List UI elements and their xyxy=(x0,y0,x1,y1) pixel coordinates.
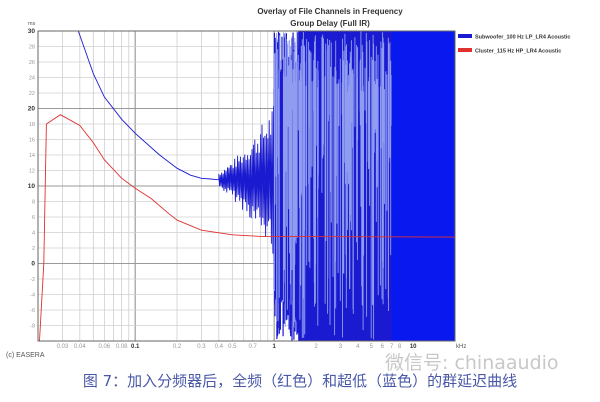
y-tick-label: 26 xyxy=(29,60,35,66)
x-tick-label: 0.08 xyxy=(116,344,128,350)
y-tick-label: 22 xyxy=(29,91,35,97)
plot-border xyxy=(37,30,456,342)
legend-label: Cluster_115 Hz HP_LR4 Acoustic xyxy=(475,49,561,55)
series-noise-highlights xyxy=(273,31,392,340)
x-tick-label: 8 xyxy=(398,344,402,350)
series-line-subwoofer xyxy=(77,30,275,254)
x-tick-label: 0.4 xyxy=(215,344,224,350)
series-line-cluster xyxy=(39,114,456,342)
x-tick-label: 4 xyxy=(356,344,360,350)
x-tick-label: 7 xyxy=(390,344,394,350)
y-tick-label: 18 xyxy=(29,122,35,128)
x-axis-unit: kHz xyxy=(456,344,466,350)
easera-credit: (c) EASERA xyxy=(6,352,45,359)
y-tick-label: -6 xyxy=(30,308,35,314)
x-tick-label: 10 xyxy=(410,344,417,350)
x-tick-label: 2 xyxy=(314,344,318,350)
legend-swatch xyxy=(458,34,472,38)
x-tick-label: 5 xyxy=(370,344,374,350)
y-axis-unit: ms xyxy=(28,21,36,27)
y-tick-label: 0 xyxy=(31,261,35,268)
legend-swatch xyxy=(458,48,472,52)
x-tick-label: 3 xyxy=(339,344,343,350)
y-tick-label: 16 xyxy=(29,138,35,144)
y-tick-label: -8 xyxy=(30,324,35,330)
x-tick-label: 0.3 xyxy=(197,344,206,350)
y-tick-label: 2 xyxy=(32,246,35,252)
y-tick-label: 6 xyxy=(32,215,35,221)
y-tick-label: 4 xyxy=(32,231,35,237)
y-tick-label: 12 xyxy=(29,169,35,175)
x-tick-label: 0.5 xyxy=(228,344,237,350)
x-tick-label: 0.06 xyxy=(98,344,110,350)
y-tick-label: 30 xyxy=(28,28,36,35)
figure-caption: 图 7：加入分频器后，全频（红色）和超低（蓝色）的群延迟曲线 xyxy=(82,372,518,390)
y-tick-label: 24 xyxy=(29,76,35,82)
series-fill-subwoofer xyxy=(391,31,455,341)
chart-title: Overlay of File Channels in Frequency xyxy=(257,7,403,16)
x-tick-label: 0.2 xyxy=(173,344,182,350)
y-tick-label: 8 xyxy=(32,200,35,206)
y-tick-label: -4 xyxy=(30,293,35,299)
x-tick-label: 0.03 xyxy=(57,344,69,350)
legend-label: Subwoofer_100 Hz LP_LR4 Acoustic xyxy=(475,35,570,41)
y-tick-label: 14 xyxy=(29,153,35,159)
x-tick-label: 0.04 xyxy=(74,344,86,350)
wechat-watermark: 微信号: chinaaudio xyxy=(385,352,559,374)
x-tick-label: 6 xyxy=(381,344,385,350)
x-tick-label: 1 xyxy=(272,344,276,350)
y-tick-label: 28 xyxy=(29,45,35,51)
chart-subtitle: Group Delay (Full IR) xyxy=(290,19,370,28)
y-tick-label: 20 xyxy=(28,106,36,113)
x-tick-label: 0.1 xyxy=(131,344,140,350)
y-tick-label: -2 xyxy=(30,277,35,283)
x-tick-label: 0.7 xyxy=(248,344,257,350)
y-tick-label: 10 xyxy=(28,183,36,190)
